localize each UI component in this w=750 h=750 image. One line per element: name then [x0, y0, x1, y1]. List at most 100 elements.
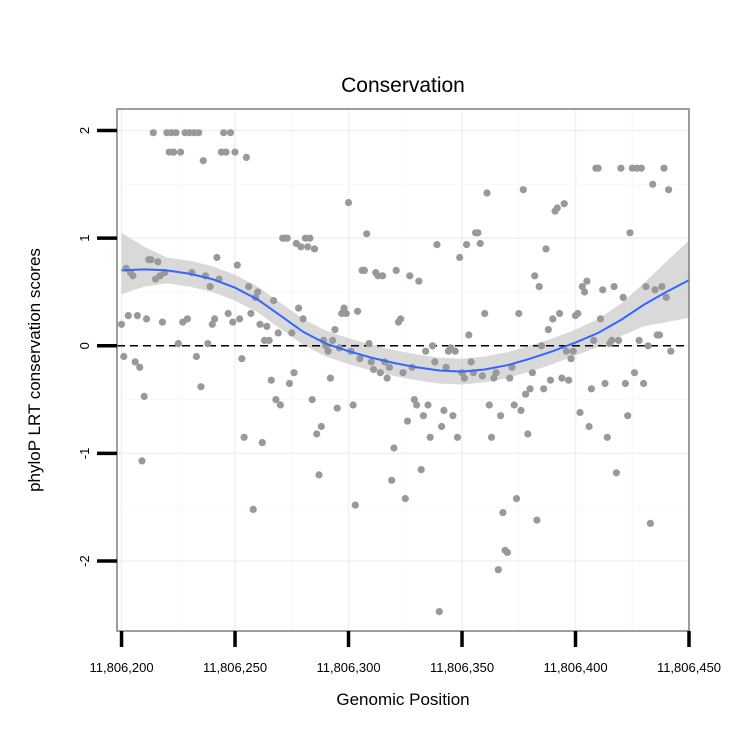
data-point: [581, 288, 589, 296]
data-point: [642, 283, 650, 291]
data-point: [553, 204, 561, 212]
data-point: [546, 376, 555, 384]
y-tick-label: 1: [77, 235, 92, 242]
data-point: [233, 261, 241, 269]
data-point: [174, 340, 182, 348]
data-point: [413, 401, 421, 409]
data-point: [612, 469, 621, 477]
data-point: [270, 297, 278, 305]
data-point: [399, 369, 407, 377]
data-point: [415, 277, 423, 285]
data-point: [197, 383, 205, 391]
data-point: [499, 508, 507, 517]
data-point: [438, 422, 446, 431]
data-point: [285, 379, 294, 388]
data-point: [390, 444, 398, 452]
data-point: [610, 283, 618, 291]
data-point: [487, 433, 496, 441]
data-point: [556, 309, 564, 318]
data-point: [383, 374, 391, 382]
data-point: [204, 340, 212, 348]
data-point: [451, 347, 459, 355]
data-point: [667, 347, 675, 355]
data-point: [515, 309, 523, 318]
y-tick-label: 0: [77, 342, 92, 349]
data-point: [578, 283, 586, 291]
data-point: [565, 376, 573, 384]
data-point: [467, 358, 475, 366]
data-point: [660, 164, 668, 172]
data-point: [517, 406, 525, 414]
data-point: [306, 234, 314, 242]
data-point: [254, 288, 262, 296]
data-point: [238, 355, 246, 363]
data-point: [288, 329, 296, 337]
data-point: [460, 374, 468, 382]
data-point: [424, 401, 432, 409]
x-tick-label: 11,806,400: [543, 660, 607, 675]
data-point: [587, 385, 596, 393]
data-point: [651, 286, 659, 294]
data-point: [363, 230, 371, 238]
data-point: [503, 548, 511, 557]
data-point: [410, 396, 418, 404]
data-point: [422, 347, 430, 355]
data-point: [240, 433, 248, 441]
data-point: [522, 390, 530, 398]
confidence-ribbon: [121, 232, 689, 385]
data-point: [640, 379, 648, 388]
data-point: [290, 369, 298, 377]
data-point: [313, 430, 321, 438]
data-point: [435, 608, 443, 616]
data-point: [172, 129, 180, 137]
data-point: [365, 340, 373, 348]
data-point: [456, 253, 464, 262]
data-point: [508, 363, 516, 371]
data-point: [242, 153, 250, 161]
data-point: [333, 404, 341, 412]
data-point: [340, 304, 348, 312]
data-point: [596, 315, 605, 323]
data-point: [265, 336, 273, 344]
data-point: [192, 352, 200, 361]
data-point: [195, 129, 203, 137]
data-point: [267, 376, 275, 384]
data-point: [211, 315, 219, 323]
data-point: [317, 422, 325, 431]
data-point: [220, 129, 228, 137]
data-point: [537, 342, 546, 350]
data-point: [560, 200, 568, 208]
data-point: [483, 189, 491, 197]
data-point: [533, 516, 541, 524]
data-point: [245, 283, 253, 291]
data-point: [369, 365, 378, 374]
data-point: [478, 372, 486, 380]
data-point: [433, 241, 441, 249]
data-point: [356, 355, 364, 363]
data-point: [133, 312, 141, 320]
data-point: [544, 326, 552, 334]
data-point: [213, 253, 221, 262]
data-point: [562, 347, 571, 355]
data-point: [272, 396, 280, 404]
data-point: [576, 408, 584, 417]
data-point: [417, 466, 425, 474]
data-point: [426, 433, 434, 441]
data-point: [229, 318, 237, 326]
data-point: [510, 401, 518, 409]
data-point: [329, 336, 337, 344]
data-point: [494, 566, 502, 574]
data-point: [490, 374, 498, 382]
data-point: [540, 385, 548, 393]
data-point: [140, 392, 148, 400]
chart-title: Conservation: [341, 74, 465, 97]
data-point: [326, 374, 334, 382]
data-point: [528, 369, 537, 377]
data-point: [574, 309, 582, 318]
data-point: [599, 286, 607, 294]
y-axis-title: phyloP LRT conservation scores: [25, 248, 44, 492]
data-point: [567, 355, 575, 363]
data-point: [120, 352, 128, 361]
data-point: [542, 245, 550, 253]
data-point: [283, 234, 291, 242]
